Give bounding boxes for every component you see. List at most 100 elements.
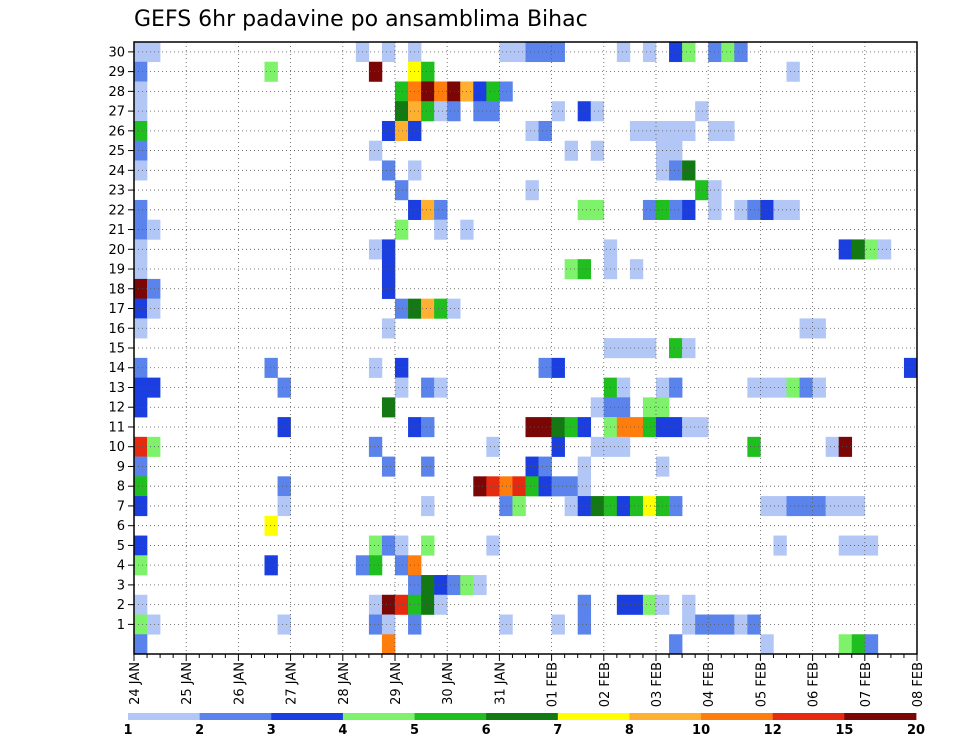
x-tick-label: 03 FEB [650, 662, 665, 707]
y-tick-label: 11 [108, 420, 125, 435]
heatmap-cell [395, 535, 409, 556]
heatmap-cell [721, 42, 735, 63]
heatmap-cell [147, 42, 161, 63]
heatmap-cell [264, 61, 278, 82]
heatmap-cell [381, 594, 396, 615]
heatmap-cell [525, 476, 539, 497]
heatmap-cell [525, 456, 539, 477]
heatmap-cell [421, 298, 435, 319]
heatmap-cell [486, 535, 500, 556]
heatmap-cell [695, 614, 722, 635]
colorbar-swatch [271, 713, 344, 720]
heatmap-cell [395, 81, 409, 102]
heatmap-cell [473, 575, 487, 596]
heatmap-cell [499, 42, 526, 63]
y-tick-label: 28 [108, 85, 125, 100]
heatmap-cell [682, 614, 696, 635]
heatmap-cell [577, 101, 592, 122]
y-tick-label: 15 [108, 342, 125, 357]
heatmap-cell [760, 634, 774, 655]
heatmap-cell [538, 456, 552, 477]
x-tick-label: 27 JAN [285, 662, 300, 705]
y-tick-label: 24 [108, 164, 125, 179]
heatmap-cell [642, 199, 657, 220]
colorbar-swatch [199, 713, 272, 720]
heatmap-cell [577, 476, 592, 497]
heatmap-cell [434, 199, 448, 220]
colorbar-swatch [128, 713, 201, 720]
heatmap-cell [669, 338, 683, 359]
heatmap-cell [486, 81, 500, 102]
heatmap-cell [486, 476, 500, 497]
heatmap-cell [812, 377, 826, 398]
heatmap-cell [368, 357, 383, 378]
heatmap-cell [473, 476, 487, 497]
y-tick-label: 29 [108, 65, 125, 80]
heatmap-cell [421, 535, 435, 556]
y-tick-label: 4 [117, 559, 125, 574]
heatmap-cell [381, 160, 396, 181]
heatmap-cells [134, 42, 918, 655]
colorbar-label: 6 [482, 723, 491, 738]
heatmap-cell [147, 614, 161, 635]
heatmap-cell [447, 575, 461, 596]
colorbar-swatch [557, 713, 630, 720]
heatmap-cell [134, 298, 148, 319]
colorbar-swatch [772, 713, 845, 720]
heatmap-cell [395, 594, 409, 615]
heatmap-cell [381, 535, 396, 556]
heatmap-cell [656, 417, 683, 438]
x-tick-label: 24 JAN [128, 662, 143, 705]
y-tick-label: 19 [108, 263, 125, 278]
colorbar-legend: 1 2 3 4 5 6 7 8 10 12 15 20 [123, 713, 925, 738]
heatmap-cell [525, 120, 539, 142]
heatmap-cell [695, 180, 709, 201]
y-tick-label: 27 [108, 105, 125, 120]
y-tick-label: 12 [108, 401, 125, 416]
y-tick-label: 20 [108, 243, 125, 258]
heatmap-cell [525, 42, 565, 63]
heatmap-cell [134, 555, 148, 576]
heatmap-cell [838, 239, 853, 260]
heatmap-cell [838, 634, 853, 655]
heatmap-cell [642, 417, 657, 438]
heatmap-cell [590, 397, 605, 418]
colorbar-label: 1 [123, 723, 132, 738]
heatmap-cell [577, 496, 592, 517]
heatmap-cell [590, 496, 605, 517]
heatmap-cell [786, 61, 800, 82]
x-tick-label: 08 FEB [911, 662, 926, 707]
heatmap-cell [421, 61, 435, 82]
heatmap-cell [864, 634, 879, 655]
y-tick-label: 5 [117, 539, 125, 554]
heatmap-cell [577, 594, 592, 615]
heatmap-cell [512, 496, 526, 517]
heatmap-cell [525, 180, 539, 201]
y-tick-label: 18 [108, 282, 125, 297]
heatmap-cell [421, 101, 435, 122]
heatmap-cell [381, 318, 396, 339]
y-tick-label: 2 [117, 598, 125, 613]
heatmap-cell [669, 160, 683, 181]
heatmap-cell [434, 575, 448, 596]
heatmap-cell [421, 81, 435, 102]
heatmap-cell [368, 614, 383, 635]
heatmap-cell [134, 594, 148, 615]
heatmap-cell [421, 456, 435, 477]
heatmap-cell [669, 42, 683, 63]
chart-title: GEFS 6hr padavine po ansamblima Bihac [134, 7, 588, 32]
heatmap-cell [381, 278, 396, 299]
colorbar-swatch [701, 713, 774, 720]
heatmap-cell [395, 101, 409, 122]
x-tick-label: 28 JAN [337, 662, 352, 705]
colorbar-swatch [342, 713, 415, 720]
heatmap-cell [147, 298, 161, 319]
heatmap-cell [147, 219, 161, 240]
x-tick-label: 06 FEB [807, 662, 822, 707]
heatmap-cell [616, 496, 631, 517]
heatmap-cell [642, 594, 657, 615]
heatmap-cell [368, 594, 383, 615]
heatmap-cell [277, 377, 291, 398]
y-tick-label: 23 [108, 184, 125, 199]
heatmap-cell [134, 239, 148, 260]
